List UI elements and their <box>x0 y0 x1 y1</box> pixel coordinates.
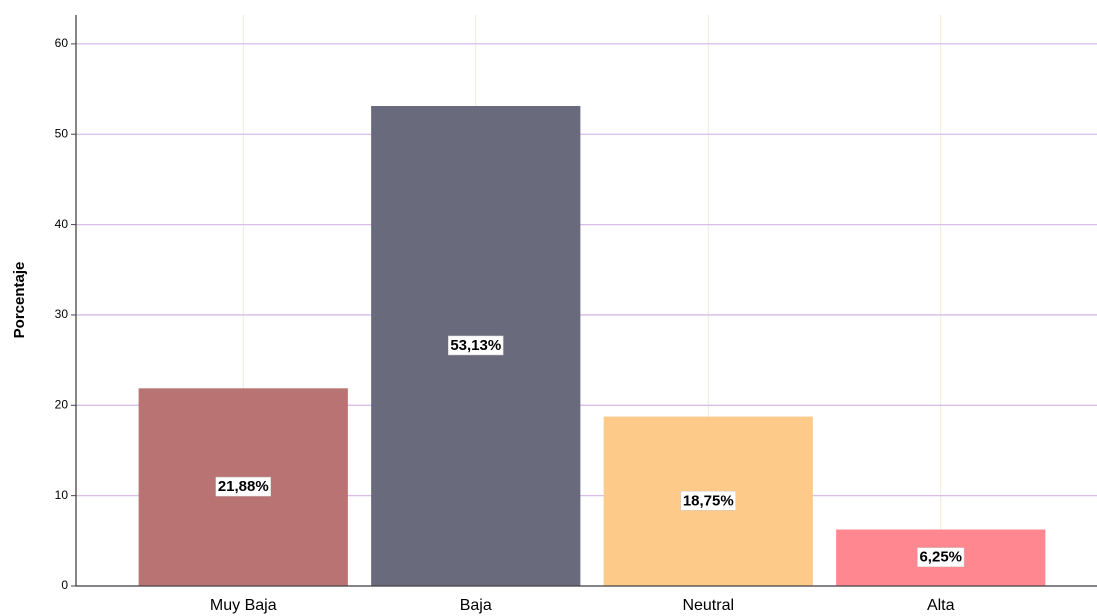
value-label-background <box>215 476 271 497</box>
value-label: 6,25% <box>919 549 962 566</box>
y-tick-label: 0 <box>61 578 68 592</box>
value-label: 18,75% <box>683 492 734 509</box>
x-tick-label: Alta <box>927 597 955 614</box>
y-tick-label: 30 <box>55 307 69 321</box>
value-label: 21,88% <box>218 478 269 495</box>
value-label-background <box>448 335 504 356</box>
value-label-background <box>680 491 736 511</box>
x-tick-label: Neutral <box>682 597 734 614</box>
value-label-background <box>917 547 965 567</box>
value-label: 53,13% <box>450 337 501 354</box>
y-axis-label: Porcentaje <box>11 262 28 339</box>
y-tick-label: 10 <box>55 488 69 502</box>
y-tick-label: 50 <box>55 126 69 140</box>
y-tick-label: 60 <box>55 36 69 50</box>
y-tick-label: 40 <box>55 217 69 231</box>
x-tick-label: Muy Baja <box>210 597 277 614</box>
x-tick-label: Baja <box>460 597 492 614</box>
y-tick-label: 20 <box>55 397 69 411</box>
